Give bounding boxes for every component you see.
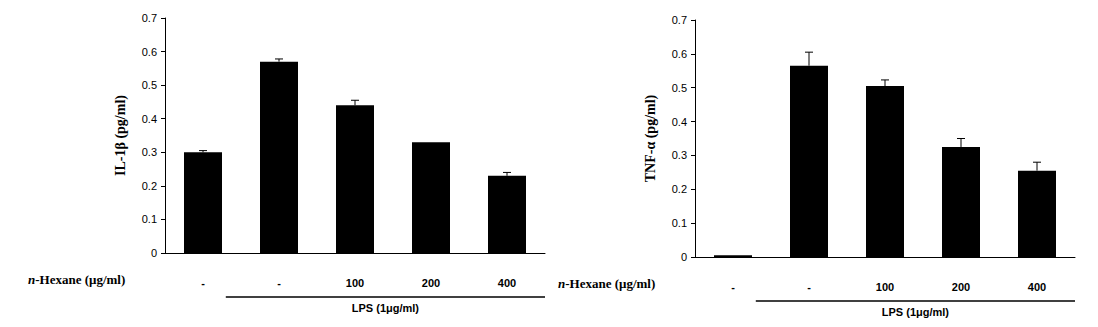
svg-text:0.5: 0.5 [142, 79, 157, 91]
svg-text:0: 0 [151, 247, 157, 259]
svg-text:0.4: 0.4 [672, 116, 687, 128]
svg-text:-Hexane (μg/ml): -Hexane (μg/ml) [35, 272, 125, 287]
svg-text:n: n [28, 272, 35, 287]
svg-text:0.2: 0.2 [142, 180, 157, 192]
svg-text:0.5: 0.5 [672, 82, 687, 94]
svg-text:TNF-α (pg/ml): TNF-α (pg/ml) [643, 94, 659, 182]
svg-text:0.2: 0.2 [672, 183, 687, 195]
svg-text:n: n [558, 276, 565, 291]
svg-text:200: 200 [952, 281, 970, 293]
svg-text:0.3: 0.3 [142, 146, 157, 158]
svg-text:0.1: 0.1 [672, 217, 687, 229]
svg-text:LPS (1μg/ml): LPS (1μg/ml) [352, 302, 420, 314]
svg-text:100: 100 [876, 281, 894, 293]
svg-text:200: 200 [422, 277, 440, 289]
svg-text:400: 400 [1028, 281, 1046, 293]
svg-text:0.1: 0.1 [142, 213, 157, 225]
svg-text:0.3: 0.3 [672, 149, 687, 161]
svg-text:400: 400 [498, 277, 516, 289]
svg-text:0.6: 0.6 [142, 46, 157, 58]
svg-text:0.4: 0.4 [142, 113, 157, 125]
svg-text:IL-1β (pg/ml): IL-1β (pg/ml) [113, 95, 129, 176]
svg-text:-: - [277, 277, 281, 289]
svg-text:-: - [807, 281, 811, 293]
svg-text:LPS (1μg/ml): LPS (1μg/ml) [882, 306, 950, 318]
svg-text:-: - [201, 277, 205, 289]
svg-text:0: 0 [681, 251, 687, 263]
svg-text:0.7: 0.7 [142, 12, 157, 24]
svg-text:100: 100 [346, 277, 364, 289]
svg-text:-Hexane (μg/ml): -Hexane (μg/ml) [565, 276, 655, 291]
svg-text:0.7: 0.7 [672, 14, 687, 26]
svg-text:0.6: 0.6 [672, 48, 687, 60]
svg-text:-: - [731, 281, 735, 293]
